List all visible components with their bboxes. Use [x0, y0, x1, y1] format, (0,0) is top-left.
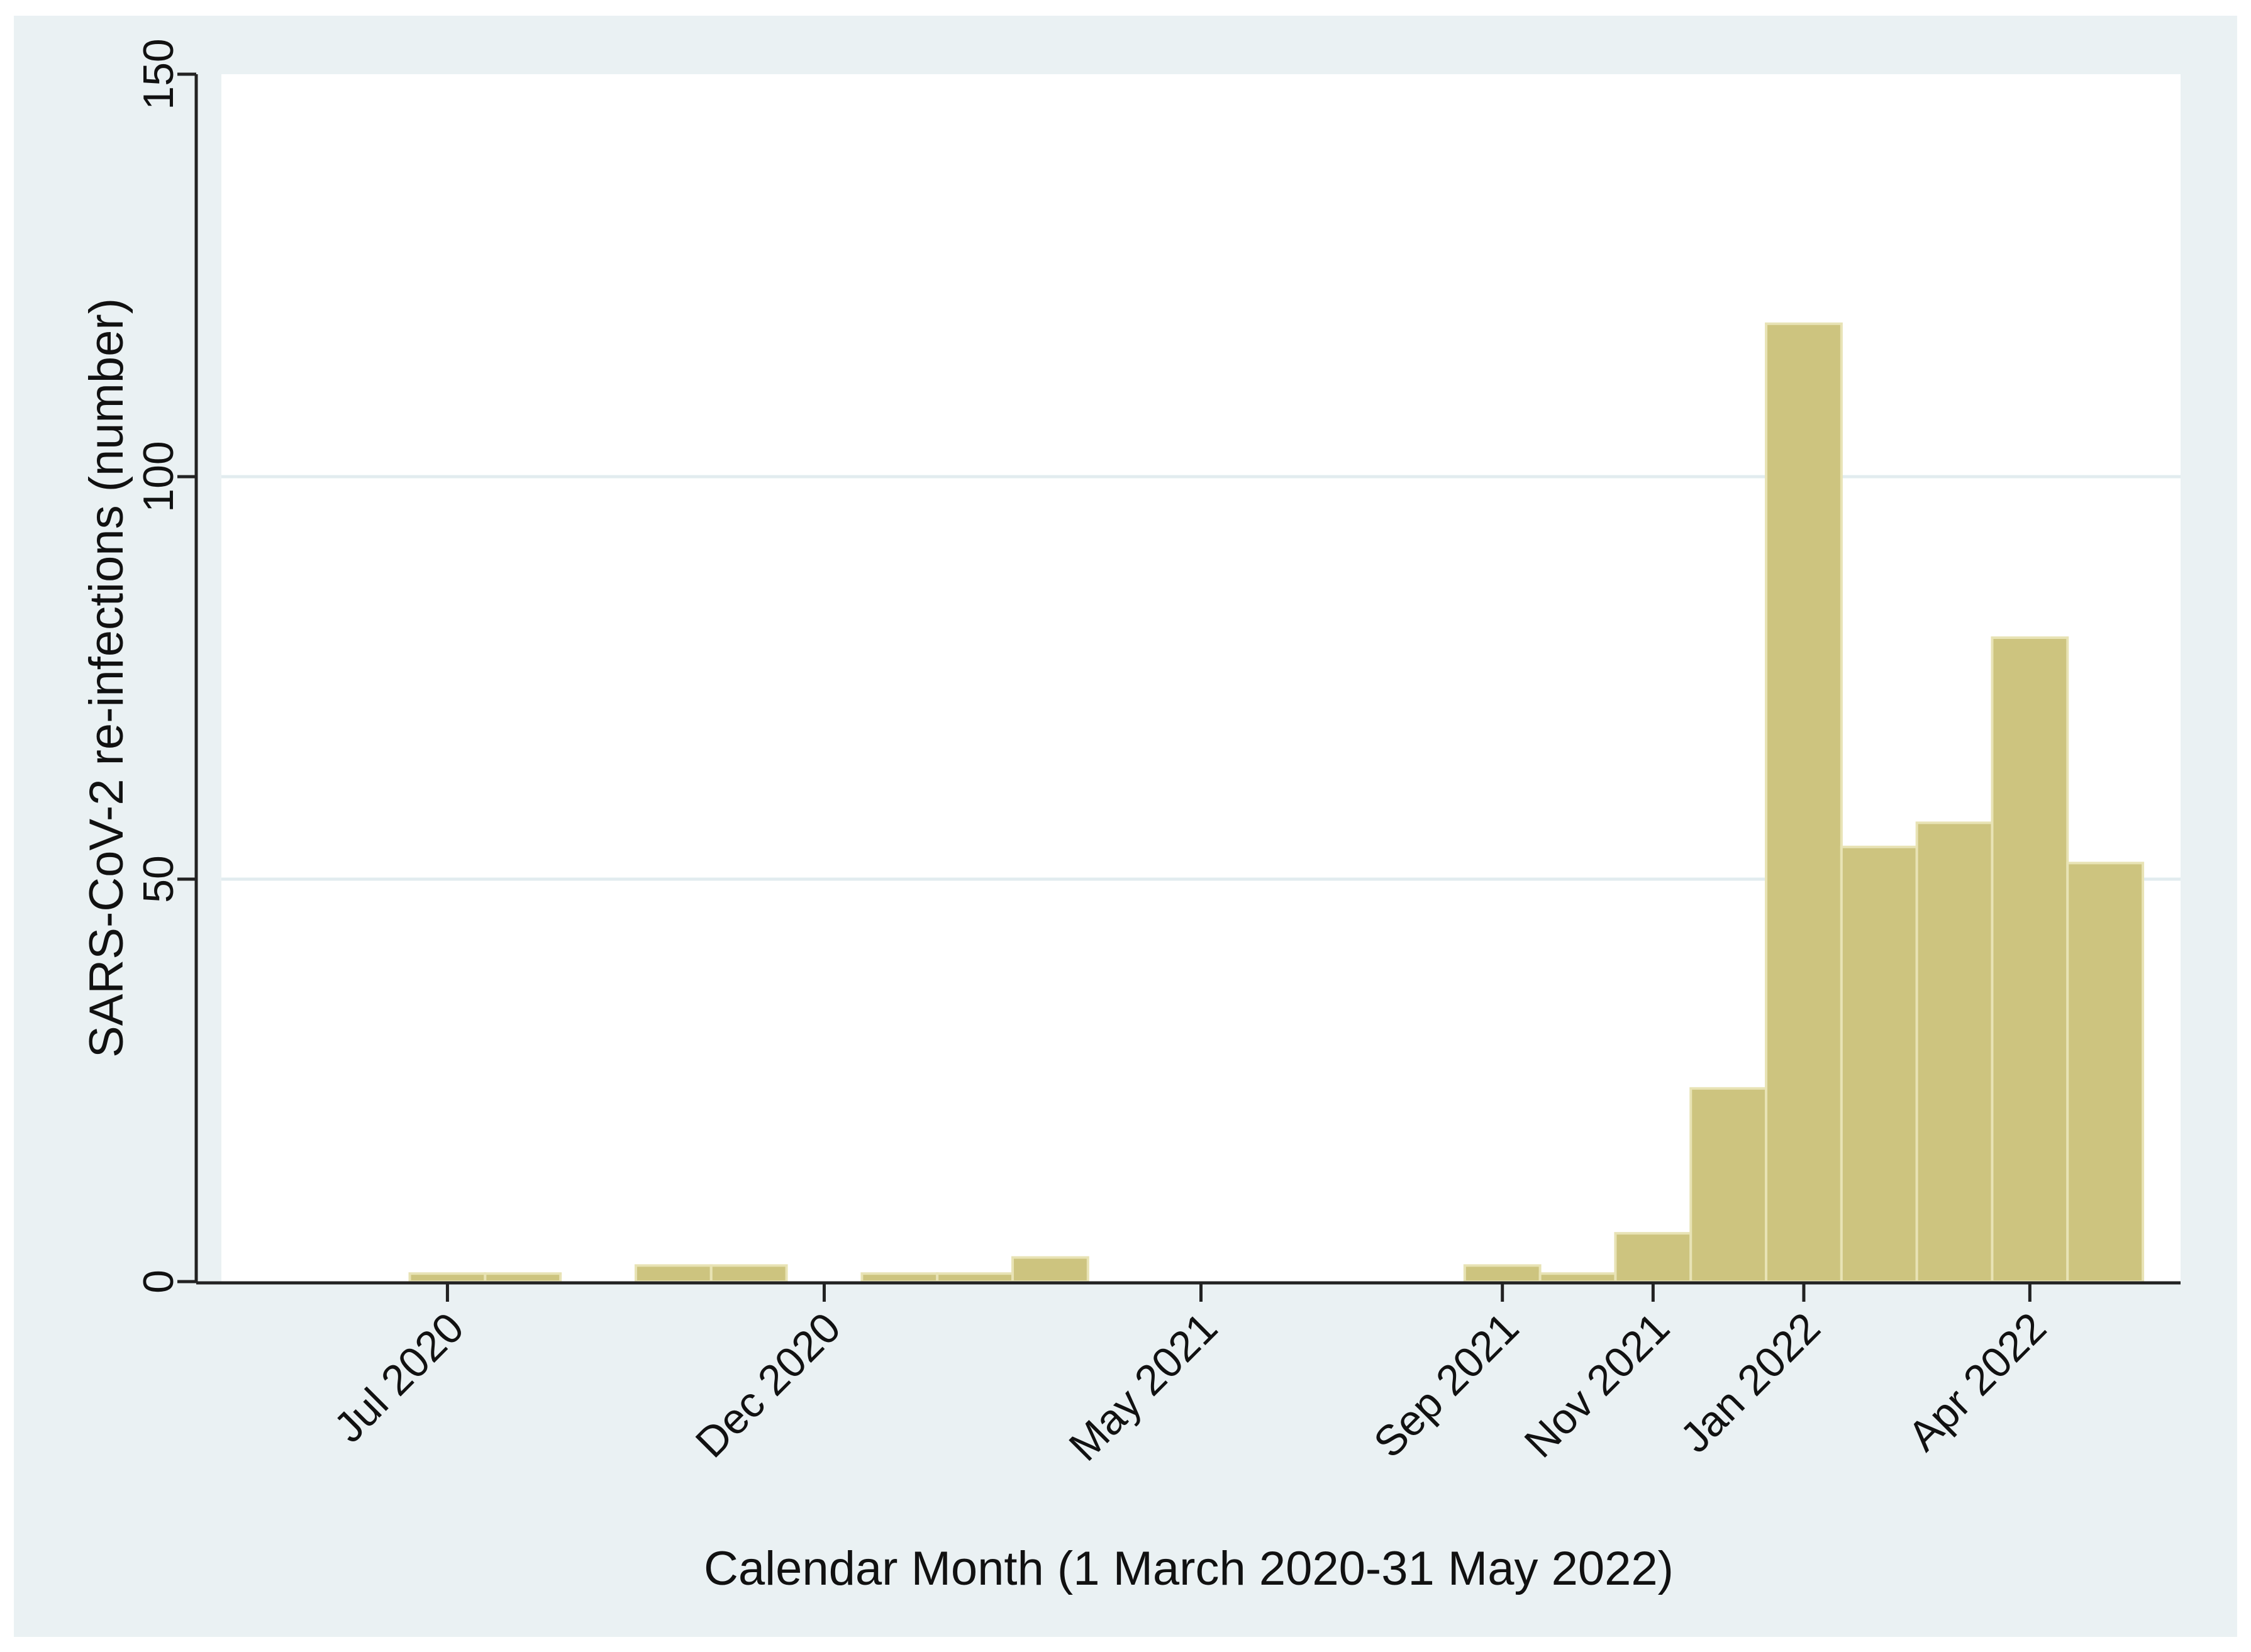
bar: [1765, 322, 1843, 1283]
bar: [1614, 1232, 1692, 1283]
bar: [2066, 862, 2145, 1283]
bar: [709, 1264, 788, 1283]
bar: [1915, 821, 1994, 1283]
y-axis-title: SARS-CoV-2 re-infections (number): [80, 298, 133, 1058]
bar: [408, 1272, 487, 1283]
y-tick-label: 100: [135, 441, 182, 512]
bar: [1840, 845, 1918, 1283]
bar: [1463, 1264, 1542, 1283]
y-tick-label: 50: [135, 855, 182, 903]
bar: [860, 1272, 939, 1283]
y-axis-ticks: 0 50 100 150: [135, 38, 196, 1294]
bar: [484, 1272, 562, 1283]
bar: [1991, 636, 2069, 1283]
bar: [1011, 1256, 1089, 1283]
bar: [936, 1272, 1014, 1283]
y-tick-label: 150: [135, 38, 182, 109]
bars: [408, 322, 2145, 1283]
bar: [1689, 1087, 1768, 1283]
x-axis-title: Calendar Month (1 March 2020-31 May 2022…: [704, 1542, 1674, 1595]
bar: [1538, 1272, 1617, 1283]
y-tick-label: 0: [135, 1270, 182, 1294]
bar: [634, 1264, 713, 1283]
